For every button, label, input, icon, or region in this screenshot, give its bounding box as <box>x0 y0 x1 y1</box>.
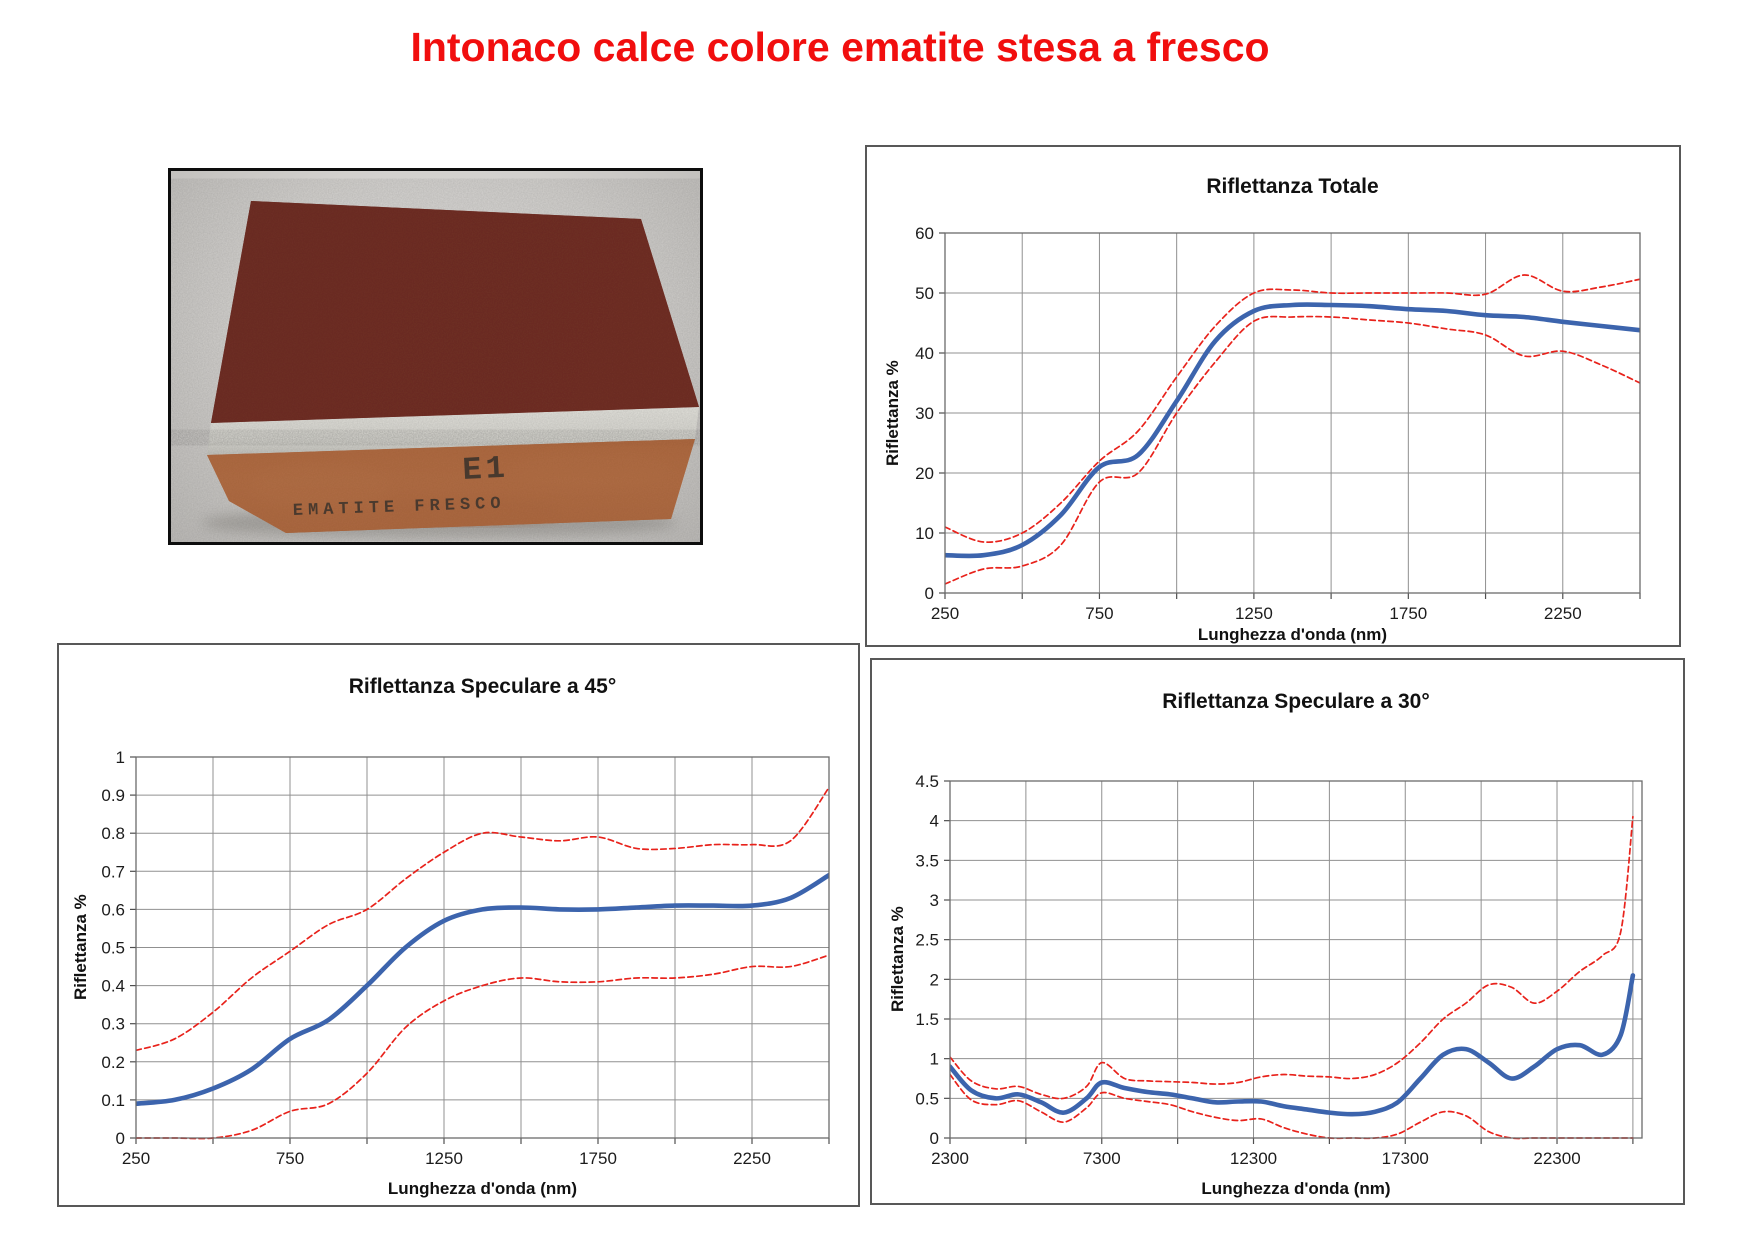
chart-plot-area: 250 750 1250 1750 2250 0 0.1 0.2 0.3 0.4 0.5 0.6 0.7… <box>101 748 830 1168</box>
sample-code-handwriting: E1 <box>462 450 510 489</box>
tick-labels: 250 750 1250 1750 2250 0 0.1 0.2 0.3 0.4 0.5 0.6 0.7… <box>101 748 771 1168</box>
series-mean-curve <box>136 872 829 1107</box>
svg-text:0.5: 0.5 <box>915 1089 939 1108</box>
svg-text:2250: 2250 <box>1544 604 1582 623</box>
series-curves <box>945 274 1640 585</box>
tick-marks <box>944 780 1634 1144</box>
gridlines <box>949 780 1642 1139</box>
brick-sample <box>207 201 699 533</box>
svg-text:1750: 1750 <box>1389 604 1427 623</box>
svg-text:3.5: 3.5 <box>915 851 939 870</box>
plot-frame <box>949 780 1643 1139</box>
svg-text:0.3: 0.3 <box>101 1015 125 1034</box>
svg-text:0.4: 0.4 <box>101 977 125 996</box>
brick-texture <box>211 201 699 423</box>
plot-frame <box>135 756 830 1139</box>
x-axis-label: Lunghezza d'onda (nm) <box>1201 1179 1391 1198</box>
chart-plot-area: 2300 7300 12300 17300 22300 0 0.5 1 1.5 2 2.5 3 3.5 4… <box>915 772 1643 1168</box>
svg-text:1.5: 1.5 <box>915 1010 939 1029</box>
y-axis-label: Riflettanza % <box>888 906 907 1013</box>
tick-labels: 250 750 1250 1750 2250 0 10 20 30 40 50 60 <box>915 224 1582 623</box>
x-axis-label: Lunghezza d'onda (nm) <box>387 1179 578 1198</box>
svg-text:2250: 2250 <box>733 1149 771 1168</box>
svg-text:1250: 1250 <box>425 1149 463 1168</box>
y-axis-label: Riflettanza % <box>883 360 902 466</box>
svg-text:0.9: 0.9 <box>101 786 125 805</box>
page-title: Intonaco calce colore ematite stesa a fr… <box>410 24 1270 70</box>
series-lower_bound-curve <box>945 315 1640 585</box>
tick-marks <box>130 756 830 1144</box>
svg-text:30: 30 <box>915 404 934 423</box>
chart-title: Riflettanza Totale <box>1206 175 1379 198</box>
svg-text:4.5: 4.5 <box>915 772 939 791</box>
svg-text:2.5: 2.5 <box>915 931 939 950</box>
x-axis-label: Lunghezza d'onda (nm) <box>1197 625 1388 644</box>
svg-text:3: 3 <box>930 891 939 910</box>
chart-title: Riflettanza Speculare a 45° <box>348 675 617 698</box>
series-curves <box>950 815 1636 1140</box>
svg-text:4: 4 <box>930 812 939 831</box>
svg-text:750: 750 <box>276 1149 304 1168</box>
gridlines <box>135 756 830 1139</box>
chart-title: Riflettanza Speculare a 30° <box>1162 690 1430 713</box>
series-upper_bound-curve <box>950 815 1634 1100</box>
series-lower_bound-curve <box>136 954 829 1140</box>
svg-text:17300: 17300 <box>1382 1149 1429 1168</box>
svg-text:12300: 12300 <box>1230 1149 1277 1168</box>
sample-photo: E1 EMATITE FRESCO <box>168 168 703 545</box>
svg-text:2: 2 <box>930 970 939 989</box>
svg-text:40: 40 <box>915 344 934 363</box>
chart-plot-area: 250 750 1250 1750 2250 0 10 20 30 40 50 60 <box>915 224 1641 623</box>
svg-text:0.5: 0.5 <box>101 939 125 958</box>
svg-text:50: 50 <box>915 284 934 303</box>
tick-marks <box>939 232 1641 599</box>
svg-text:0: 0 <box>116 1129 125 1148</box>
svg-text:20: 20 <box>915 464 934 483</box>
chart-riflettanza-totale: 250 750 1250 1750 2250 0 10 20 30 40 50 60 Rifletta… <box>865 145 1681 647</box>
series-upper_bound-curve <box>136 786 829 1052</box>
tick-labels: 2300 7300 12300 17300 22300 0 0.5 1 1.5 2 2.5 3 3.5 4… <box>915 772 1580 1168</box>
y-axis-label: Riflettanza % <box>71 894 90 1001</box>
svg-text:0.1: 0.1 <box>101 1091 125 1110</box>
svg-text:250: 250 <box>931 604 959 623</box>
svg-text:1750: 1750 <box>579 1149 617 1168</box>
svg-text:0: 0 <box>925 584 934 603</box>
chart-riflettanza-speculare-30: 2300 7300 12300 17300 22300 0 0.5 1 1.5 2 2.5 3 3.5 4… <box>870 658 1685 1205</box>
gridlines <box>944 232 1641 594</box>
chart-riflettanza-speculare-45: 250 750 1250 1750 2250 0 0.1 0.2 0.3 0.4 0.5 0.6 0.7… <box>57 643 860 1207</box>
svg-text:7300: 7300 <box>1083 1149 1121 1168</box>
series-mean-curve <box>945 302 1640 559</box>
sample-photo-drawing: E1 EMATITE FRESCO <box>201 201 699 538</box>
series-curves <box>136 786 829 1140</box>
brick-texture <box>207 439 695 533</box>
svg-text:60: 60 <box>915 224 934 243</box>
svg-text:2300: 2300 <box>931 1149 969 1168</box>
plot-frame <box>944 232 1641 594</box>
svg-text:0.8: 0.8 <box>101 824 125 843</box>
svg-text:1: 1 <box>116 748 125 767</box>
brick-lime-stripe <box>207 407 699 455</box>
svg-text:22300: 22300 <box>1533 1149 1580 1168</box>
svg-text:1: 1 <box>930 1050 939 1069</box>
svg-text:1250: 1250 <box>1235 604 1273 623</box>
series-mean-curve <box>950 973 1636 1117</box>
svg-text:0.2: 0.2 <box>101 1053 125 1072</box>
series-upper_bound-curve <box>945 274 1640 544</box>
svg-text:0: 0 <box>930 1129 939 1148</box>
svg-text:0.7: 0.7 <box>101 862 125 881</box>
svg-text:10: 10 <box>915 524 934 543</box>
svg-text:0.6: 0.6 <box>101 900 125 919</box>
svg-text:750: 750 <box>1085 604 1113 623</box>
svg-text:250: 250 <box>122 1149 150 1168</box>
